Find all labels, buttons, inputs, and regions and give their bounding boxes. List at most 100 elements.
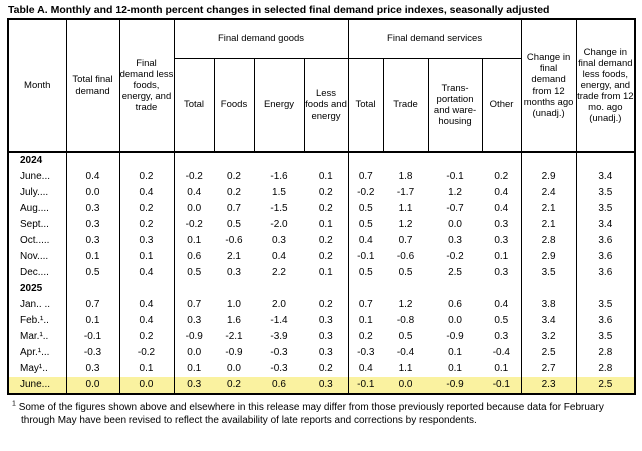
value-cell: -1.6	[270, 171, 288, 182]
col-header-goods-foods: Foods	[213, 58, 255, 153]
month-cell: Sept...	[8, 217, 67, 233]
value-cell: 0.5	[358, 203, 373, 214]
value-cell	[66, 281, 120, 297]
value-cell: 0.2	[119, 201, 175, 217]
col-header-goods-total: Total	[173, 58, 215, 153]
value-cell: 0.1	[187, 235, 202, 246]
table-row: Sept... 0.3 0.2 -0.2 0.5 -2.0 0.1 0.5 1.2 0.0 0.3 2…	[8, 217, 635, 233]
table-row: Oct..... 0.3 0.3 0.1 -0.6 0.3 0.2 0.4 0.7 0.3 0.3 2…	[8, 233, 635, 249]
value-cell: -1.7	[396, 187, 415, 198]
value-cell: 0.1	[448, 363, 462, 374]
value-cell: 0.1	[66, 313, 120, 329]
value-cell: 0.3	[482, 265, 522, 281]
value-cell: 1.0	[227, 299, 241, 310]
value-cell: 0.3	[66, 361, 120, 377]
month-cell: Apr.¹...	[8, 345, 67, 361]
value-cell: 0.4	[119, 185, 175, 201]
value-cell	[521, 281, 577, 297]
value-cell: 0.3	[187, 315, 202, 326]
value-cell: 2.5	[576, 377, 636, 394]
value-cell: 0.4	[358, 363, 373, 374]
value-cell: -0.6	[396, 251, 415, 262]
value-cell: 0.3	[304, 329, 349, 345]
value-cell: 2.0	[272, 299, 286, 310]
value-cell: 0.1	[187, 363, 202, 374]
month-cell: Feb.¹..	[8, 313, 67, 329]
table-row: Aug.... 0.3 0.2 0.0 0.7 -1.5 0.2 0.5 1.1 -0.7 0.4 2…	[8, 201, 635, 217]
value-cell: 0.1	[304, 265, 349, 281]
value-cell: 0.2	[227, 187, 241, 198]
value-cell: -0.1	[482, 377, 522, 394]
value-cell: 3.5	[521, 265, 577, 281]
value-cell: 0.3	[304, 313, 349, 329]
value-cell: 0.1	[119, 361, 175, 377]
value-cell: 2.5	[448, 267, 462, 278]
value-cell: 1.1	[398, 363, 413, 374]
value-cell: -3.9	[270, 331, 288, 342]
value-cell: 0.3	[304, 377, 349, 394]
value-cell: 1.2	[448, 187, 462, 198]
value-cell: -0.3	[66, 345, 120, 361]
col-header-change-12-months-less-fet: Change in final demand less foods, energ…	[575, 18, 636, 153]
value-cell: -2.1	[225, 331, 243, 342]
value-cell	[383, 152, 428, 169]
value-cell: 0.4	[482, 185, 522, 201]
col-header-month: Month	[7, 18, 67, 153]
value-cell: 0.1	[66, 249, 120, 265]
value-cell	[119, 152, 175, 169]
table-row: June... 0.0 0.0 0.3 0.2 0.6 0.3 -0.1 0.0 -0.9 -0.1…	[8, 377, 636, 394]
value-cell: 0.7	[187, 299, 202, 310]
footnote-text: Some of the figures shown above and else…	[18, 402, 604, 426]
value-cell: 3.6	[598, 235, 613, 246]
value-cell: 1.1	[398, 203, 413, 214]
table-row: Apr.¹... -0.3 -0.2 0.0 -0.9 -0.3 0.3 -0.3 -0.4 0.…	[8, 345, 635, 361]
value-cell: 0.6	[448, 299, 462, 310]
value-cell	[482, 152, 522, 169]
value-cell: 0.1	[482, 249, 522, 265]
value-cell: 0.5	[398, 331, 413, 342]
value-cell: 3.4	[598, 219, 613, 230]
value-cell: -1.4	[270, 315, 288, 326]
group-header-final-demand-goods: Final demand goods	[173, 18, 349, 59]
month-cell: June...	[8, 377, 67, 394]
col-header-goods-energy: Energy	[253, 58, 305, 153]
col-header-services-trade: Trade	[382, 58, 429, 153]
value-cell: -0.8	[396, 315, 415, 326]
value-cell: 0.7	[358, 299, 373, 310]
value-cell: 0.6	[254, 377, 304, 394]
col-header-goods-less-foods-energy: Less foods and energy	[303, 58, 349, 153]
value-cell: 0.3	[119, 233, 175, 249]
value-cell: 0.4	[187, 187, 202, 198]
value-cell: 0.6	[187, 251, 202, 262]
value-cell: 3.5	[598, 331, 613, 342]
value-cell: 0.7	[66, 297, 120, 313]
table-row: Mar.¹.. -0.1 0.2 -0.9 -2.1 -3.9 0.3 0.2 0.5 -0.9 0…	[8, 329, 635, 345]
value-cell: -0.6	[225, 235, 243, 246]
value-cell: 3.6	[598, 267, 613, 278]
value-cell: 0.2	[227, 171, 241, 182]
value-cell: 0.0	[66, 185, 120, 201]
value-cell: 0.2	[304, 297, 349, 313]
value-cell: 3.4	[598, 171, 613, 182]
value-cell: 0.2	[214, 377, 254, 394]
value-cell: 1.5	[272, 187, 286, 198]
value-cell: 0.1	[448, 347, 462, 358]
value-cell: 0.3	[272, 235, 286, 246]
value-cell: 1.2	[398, 219, 413, 230]
table-body: 2024 June... 0.4 0.2 -0.2 0.2 -1.6 0.1 0.7 1.8 -0.…	[8, 152, 636, 394]
value-cell: 0.3	[227, 267, 241, 278]
value-cell: 2.9	[521, 169, 577, 185]
value-cell: 0.3	[482, 217, 522, 233]
col-header-change-12-months: Change in final demand from 12 months ag…	[520, 18, 577, 153]
table-header: Month Total final demand Final demand le…	[7, 18, 636, 153]
value-cell	[214, 152, 254, 169]
table-row: Dec.... 0.5 0.4 0.5 0.3 2.2 0.1 0.5 0.5 2.5 0.3 3.5…	[8, 265, 635, 281]
value-cell: 2.1	[521, 217, 577, 233]
value-cell: 0.3	[66, 217, 120, 233]
value-cell: 0.2	[482, 169, 522, 185]
value-cell	[383, 281, 428, 297]
value-cell: 0.4	[482, 297, 522, 313]
value-cell: -0.9	[225, 347, 243, 358]
col-header-services-transportation-warehousing: Trans- portation and ware- housing	[427, 58, 483, 153]
